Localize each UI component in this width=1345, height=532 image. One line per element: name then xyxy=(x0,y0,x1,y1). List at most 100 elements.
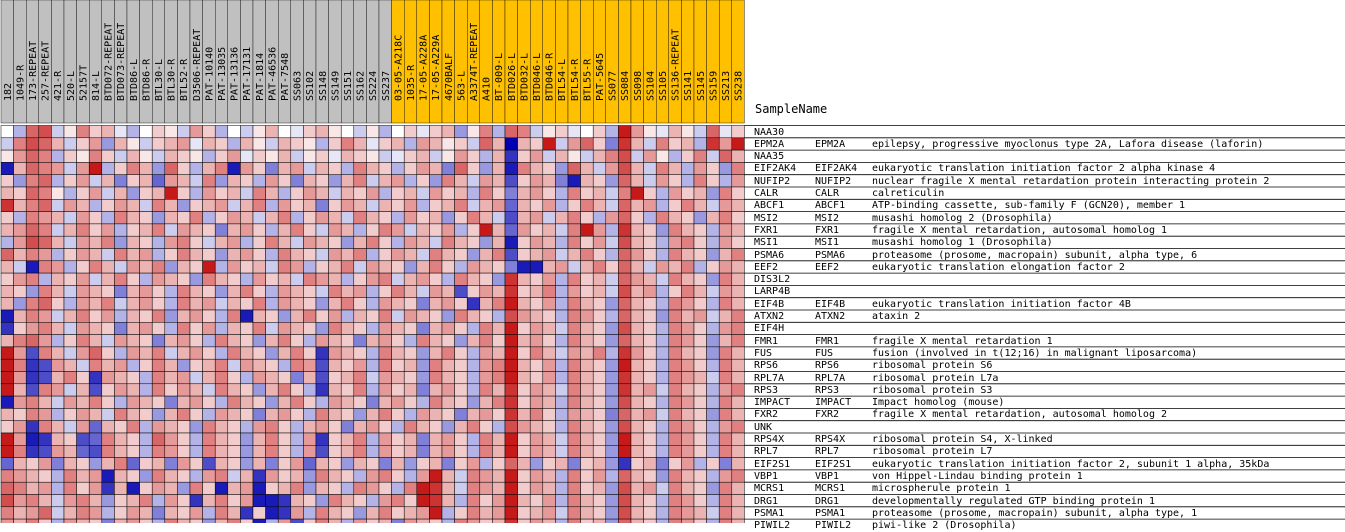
heatmap-cell xyxy=(13,162,27,175)
heatmap-cell xyxy=(202,174,216,188)
heatmap-cell xyxy=(353,162,367,175)
heatmap-cell xyxy=(718,149,733,163)
heatmap-cell xyxy=(88,260,103,274)
heatmap-cell xyxy=(492,260,506,274)
heatmap-cell xyxy=(353,149,367,163)
heatmap-cell xyxy=(25,481,40,495)
heatmap-cell xyxy=(718,457,733,471)
heatmap-cell xyxy=(391,432,405,446)
heatmap-cell xyxy=(567,174,581,188)
heatmap-cell xyxy=(416,260,430,274)
heatmap-cell xyxy=(164,469,178,483)
heatmap-cell xyxy=(605,322,619,335)
row-description: Impact homolog (mouse) xyxy=(872,397,1005,409)
heatmap-cell xyxy=(643,358,657,372)
heatmap-cell xyxy=(403,432,418,446)
row-name: RPL7A xyxy=(754,372,785,384)
row-name: MCRS1 xyxy=(754,483,785,495)
heatmap-cell xyxy=(529,285,544,298)
heatmap-cell xyxy=(567,346,581,360)
heatmap-cell xyxy=(492,432,506,446)
row-symbol: EIF2AK4 xyxy=(815,163,858,175)
row-symbol: PSMA1 xyxy=(815,507,846,519)
heatmap-cell xyxy=(517,457,531,471)
column-group-cell xyxy=(63,0,77,124)
heatmap-cell xyxy=(681,297,695,311)
heatmap-cell xyxy=(126,162,140,175)
heatmap-cell xyxy=(454,420,468,434)
heatmap-cell xyxy=(693,235,707,249)
heatmap-cell xyxy=(441,383,455,397)
heatmap-cell xyxy=(441,494,455,508)
heatmap-cell xyxy=(693,432,707,446)
heatmap-cell xyxy=(177,162,191,175)
heatmap-cell xyxy=(643,371,657,385)
heatmap-cell xyxy=(214,408,229,421)
heatmap-cell xyxy=(517,408,531,421)
heatmap-cell xyxy=(542,457,556,471)
heatmap-cell xyxy=(403,445,418,458)
heatmap-cell xyxy=(189,408,203,421)
heatmap-cell xyxy=(542,432,556,446)
heatmap-cell xyxy=(391,248,405,262)
heatmap-cell xyxy=(529,260,544,274)
heatmap-cell xyxy=(101,223,115,237)
heatmap-cell xyxy=(303,248,317,262)
heatmap-cell xyxy=(681,432,695,446)
heatmap-cell xyxy=(240,125,254,139)
heatmap-cell xyxy=(13,408,27,421)
heatmap-cell xyxy=(529,149,544,163)
heatmap-cell xyxy=(88,445,103,458)
heatmap-cell xyxy=(466,174,481,188)
heatmap-cell xyxy=(265,506,279,520)
heatmap-cell xyxy=(13,125,27,139)
heatmap-cell xyxy=(668,457,682,471)
heatmap-cell xyxy=(580,272,594,286)
heatmap-cell xyxy=(529,469,544,483)
heatmap-cell xyxy=(605,260,619,274)
column-group-bars xyxy=(0,0,745,124)
heatmap-cell xyxy=(177,149,191,163)
heatmap-cell xyxy=(643,149,657,163)
heatmap-cell xyxy=(139,358,153,372)
heatmap-cell xyxy=(366,211,380,225)
heatmap-cell xyxy=(378,162,392,175)
heatmap-cell xyxy=(706,481,720,495)
heatmap-cell xyxy=(466,309,481,323)
heatmap-cell xyxy=(492,457,506,471)
column-label: 17-05-A228A xyxy=(419,35,430,101)
heatmap-cell xyxy=(517,248,531,262)
heatmap-cell xyxy=(681,223,695,237)
heatmap-cell xyxy=(340,506,355,520)
heatmap-cell xyxy=(580,346,594,360)
heatmap-cell xyxy=(618,285,632,298)
heatmap-cell xyxy=(454,334,468,348)
heatmap-cell xyxy=(177,518,191,523)
row-name: NUFIP2 xyxy=(754,175,791,187)
heatmap-cell xyxy=(731,506,745,520)
heatmap-cell xyxy=(126,518,140,523)
heatmap-cell xyxy=(265,383,279,397)
row-description: eukaryotic translation initiation factor… xyxy=(872,163,1216,175)
heatmap-cell xyxy=(731,383,745,397)
heatmap-cell xyxy=(441,457,455,471)
heatmap-cell xyxy=(101,395,115,409)
heatmap-cell xyxy=(504,309,518,323)
heatmap-cell xyxy=(517,174,531,188)
heatmap-cell xyxy=(353,199,367,212)
heatmap-cell xyxy=(177,125,191,139)
heatmap-cell xyxy=(706,149,720,163)
heatmap-cell xyxy=(366,322,380,335)
heatmap-cell xyxy=(353,125,367,139)
column-label: A410 xyxy=(482,77,493,101)
heatmap-cell xyxy=(290,518,304,523)
heatmap-cell xyxy=(63,457,77,471)
heatmap-cell xyxy=(681,445,695,458)
heatmap-cell xyxy=(466,125,481,139)
heatmap-cell xyxy=(366,309,380,323)
heatmap-cell xyxy=(340,186,355,200)
column-label: SS224 xyxy=(368,71,379,101)
column-label: PAT-13136 xyxy=(230,47,241,101)
row-symbol: FUS xyxy=(815,347,834,359)
heatmap-cell xyxy=(706,137,720,151)
